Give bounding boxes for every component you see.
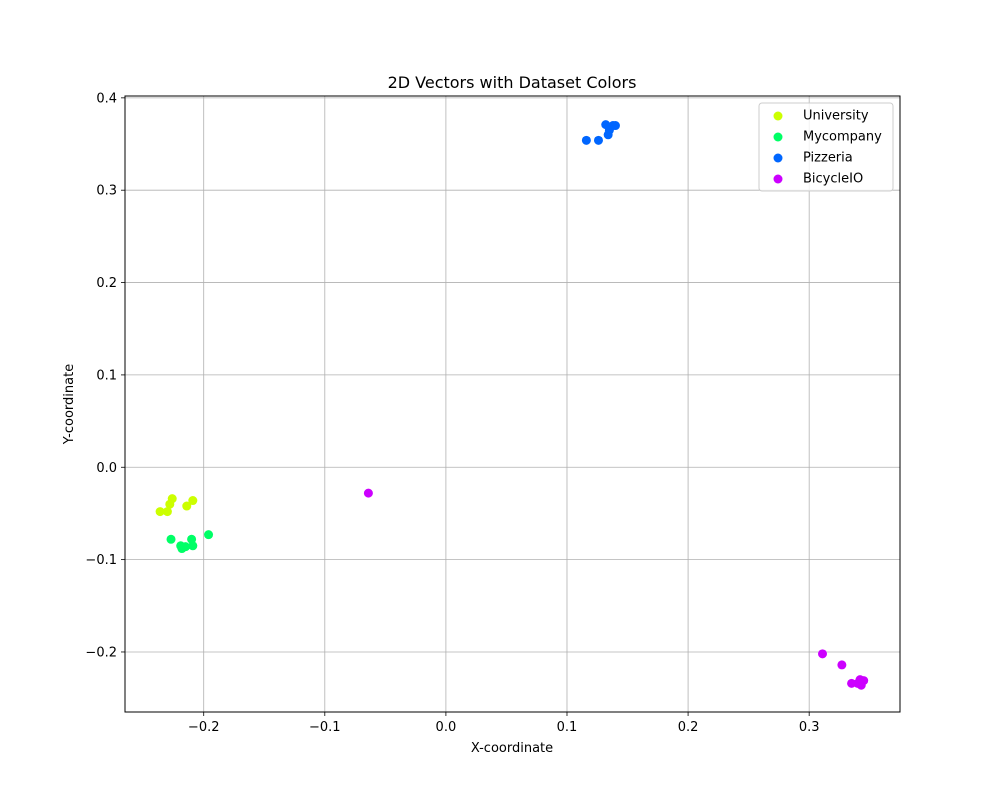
data-point-mycompany: [166, 534, 176, 544]
data-point-mycompany: [204, 530, 214, 540]
legend: University Mycompany Pizzeria BicycleIO: [758, 102, 894, 192]
y-axis-label: Y-coordinate: [62, 364, 77, 445]
x-tick-label: 0.2: [678, 720, 699, 735]
legend-label-mycompany: Mycompany: [803, 130, 882, 145]
x-tick-label: 0.1: [557, 720, 578, 735]
x-axis-label: X-coordinate: [471, 741, 553, 756]
legend-marker-bicycleio: [773, 174, 783, 184]
y-tick-label: −0.1: [85, 553, 117, 568]
x-tick-label: −0.2: [188, 720, 220, 735]
data-point-bicycleio: [859, 676, 869, 686]
x-tick-label: −0.1: [309, 720, 341, 735]
data-point-pizzeria: [593, 135, 603, 145]
data-point-pizzeria: [610, 121, 620, 131]
legend-marker-mycompany: [773, 132, 783, 142]
data-point-university: [155, 507, 165, 517]
data-point-bicycleio: [363, 488, 373, 498]
legend-items: University Mycompany Pizzeria BicycleIO: [773, 109, 882, 187]
data-point-mycompany: [188, 541, 198, 551]
legend-marker-university: [773, 111, 783, 121]
y-tick-label: 0.2: [96, 276, 117, 291]
data-point-pizzeria: [581, 135, 591, 145]
ticks-layer: −0.2 −0.1 0.0 0.1 0.2 0.3 −0.2 −0.1 0.0 0.1 0.2 0.3…: [85, 91, 819, 735]
y-tick-label: 0.4: [96, 91, 117, 106]
data-point-mycompany: [181, 542, 191, 552]
data-point-university: [188, 496, 198, 506]
x-tick-label: 0.0: [436, 720, 457, 735]
plot-frame: [124, 95, 901, 713]
y-tick-label: 0.1: [96, 368, 117, 383]
x-tick-label: 0.3: [799, 720, 820, 735]
data-point-pizzeria: [603, 130, 613, 140]
data-point-university: [167, 494, 177, 504]
legend-label-bicycleio: BicycleIO: [803, 172, 863, 187]
data-point-bicycleio: [837, 660, 847, 670]
y-tick-label: −0.2: [85, 645, 117, 660]
chart-title: 2D Vectors with Dataset Colors: [388, 73, 637, 92]
data-point-university: [182, 501, 192, 511]
data-point-bicycleio: [818, 649, 827, 659]
legend-box: [758, 102, 894, 192]
data-point-university: [162, 507, 172, 517]
y-tick-label: 0.3: [96, 184, 117, 199]
y-tick-label: 0.0: [96, 461, 117, 476]
legend-label-university: University: [803, 109, 869, 124]
legend-label-pizzeria: Pizzeria: [803, 151, 853, 166]
points-layer: [155, 120, 869, 690]
legend-marker-pizzeria: [773, 153, 783, 163]
grid-layer: [125, 96, 900, 712]
